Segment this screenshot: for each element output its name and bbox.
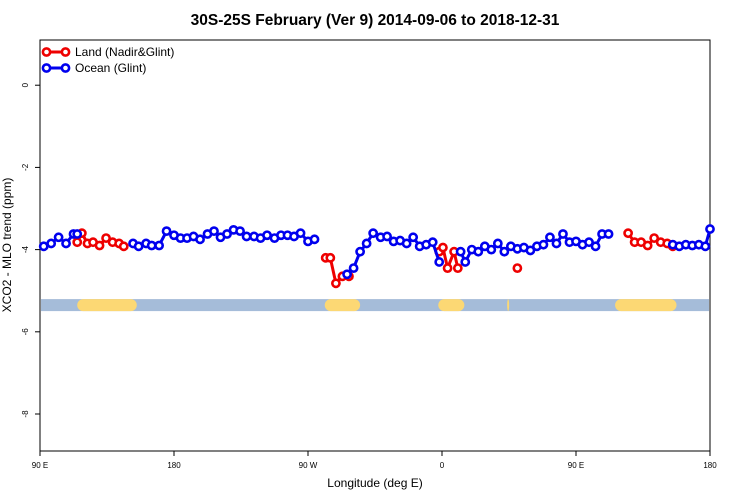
y-tick-label: -4 [21, 246, 30, 254]
data-point [61, 238, 71, 249]
land-band-segment [77, 299, 137, 312]
data-point [649, 233, 660, 244]
legend-marker [60, 47, 71, 57]
data-point [101, 233, 111, 244]
data-point [545, 232, 555, 243]
data-point [195, 234, 205, 245]
series-land [72, 228, 678, 289]
data-point [642, 240, 653, 251]
data-point [72, 237, 83, 248]
data-point [38, 241, 49, 252]
data-point [623, 228, 634, 239]
data-point [361, 238, 372, 249]
data-point [154, 240, 165, 251]
data-point [342, 269, 352, 280]
data-point [53, 232, 64, 243]
chart-title: 30S-25S February (Ver 9) 2014-09-06 to 2… [191, 12, 560, 29]
series-ocean [38, 224, 715, 280]
land-band-segment [507, 299, 510, 312]
legend-item: Land (Nadir&Glint) [41, 45, 174, 59]
data-point [235, 226, 245, 237]
data-point [558, 229, 568, 239]
data-point [499, 246, 510, 257]
data-point [295, 228, 306, 239]
data-point [492, 238, 503, 249]
data-point [512, 263, 523, 274]
y-axis-label: XCO2 - MLO trend (ppm) [0, 178, 14, 313]
axis-ticks: 90 E 180 90 W 0 90 E 180 0 -2 -4 -6 -8 [21, 82, 717, 470]
data-point [486, 244, 497, 255]
data-point [382, 231, 392, 242]
legend-marker [60, 63, 71, 73]
data-point [325, 252, 336, 263]
data-point [438, 242, 448, 253]
x-tick-label: 90 W [299, 461, 318, 470]
data-point [309, 234, 320, 245]
data-point [46, 238, 57, 249]
legend-label: Ocean (Glint) [75, 61, 146, 75]
data-point [427, 237, 438, 248]
data-point [473, 246, 484, 257]
data-point [525, 245, 536, 256]
data-point [222, 229, 232, 239]
data-point [551, 238, 562, 249]
data-point [146, 240, 157, 251]
data-point [442, 263, 453, 274]
data-point [401, 238, 412, 249]
data-point [331, 278, 341, 289]
data-point [455, 246, 466, 257]
legend-item: Ocean (Glint) [41, 61, 146, 75]
legend-label: Land (Nadir&Glint) [75, 45, 174, 59]
land-band-segment [615, 299, 677, 312]
data-point [241, 231, 252, 242]
x-tick-label: 180 [703, 461, 717, 470]
legend-marker [41, 47, 52, 57]
data-point [94, 240, 105, 251]
x-tick-label: 0 [440, 461, 445, 470]
y-tick-label: 0 [21, 82, 30, 87]
data-point [118, 241, 129, 252]
x-tick-label: 90 E [568, 461, 584, 470]
data-point [348, 263, 359, 274]
land-sea-band [41, 299, 709, 312]
data-point [368, 228, 379, 239]
data-point [408, 232, 419, 243]
land-band-segment [438, 299, 465, 312]
legend: Land (Nadir&Glint) Ocean (Glint) [41, 45, 174, 75]
land-band-segment [324, 299, 361, 312]
data-point [262, 230, 272, 241]
data-point [700, 241, 711, 252]
data-point [355, 246, 366, 257]
x-tick-label: 90 E [32, 461, 48, 470]
data-point [161, 226, 172, 237]
x-axis-label: Longitude (deg E) [327, 476, 422, 490]
data-point [705, 224, 715, 234]
data-point [133, 241, 144, 252]
y-tick-label: -2 [21, 163, 30, 171]
data-point [452, 263, 463, 274]
legend-marker [41, 63, 52, 73]
ocean-band [41, 299, 709, 312]
data-point [538, 239, 549, 250]
data-point [72, 229, 83, 239]
data-point [209, 226, 219, 237]
data-point [590, 241, 601, 252]
y-tick-label: -8 [21, 410, 30, 418]
y-tick-label: -6 [21, 328, 30, 336]
series-layer [38, 224, 715, 289]
x-tick-label: 180 [167, 461, 181, 470]
data-point [603, 229, 614, 239]
data-point [460, 257, 471, 267]
data-point [434, 257, 445, 267]
data-point [584, 237, 594, 248]
